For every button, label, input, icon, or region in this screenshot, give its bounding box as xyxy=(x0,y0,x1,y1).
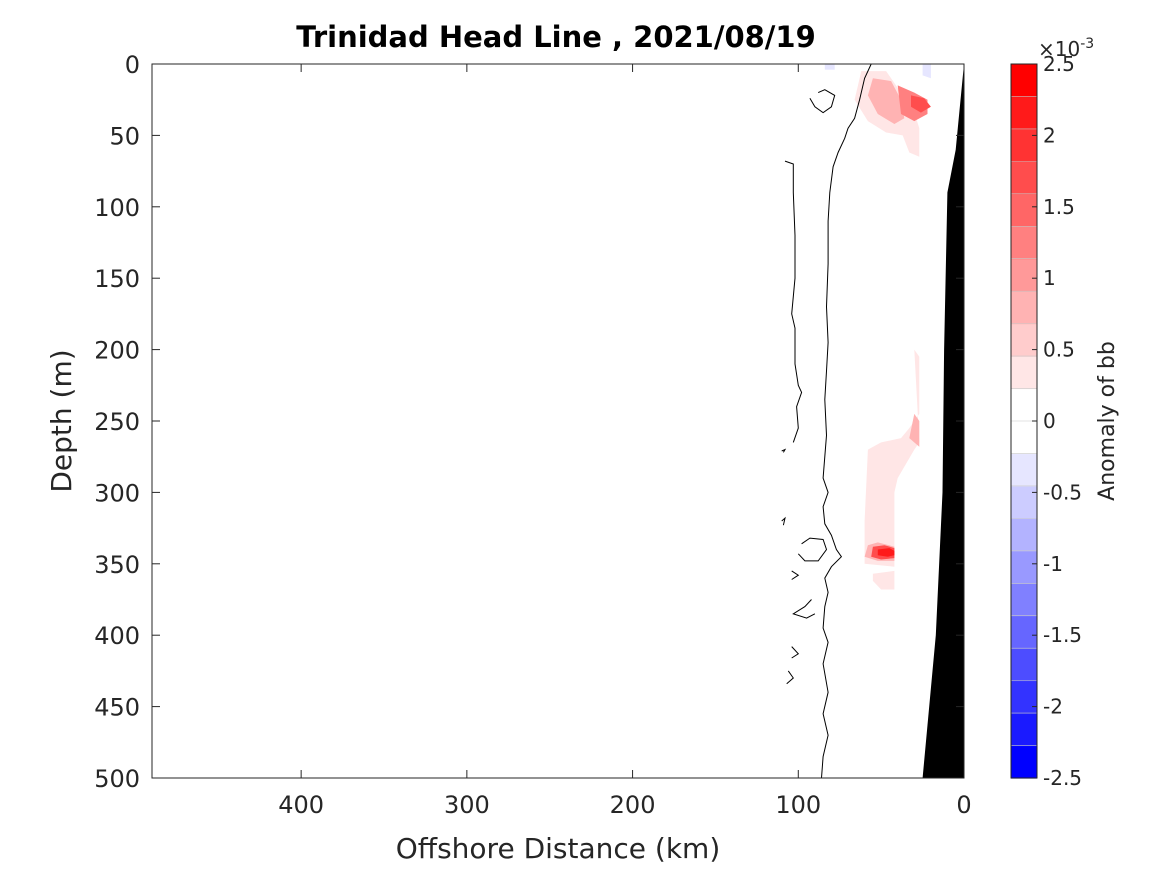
y-tick-label-1: 50 xyxy=(109,122,140,150)
y-axis-label: Depth (m) xyxy=(45,349,78,492)
colorbar-band-7 xyxy=(1011,518,1037,552)
x-tick-label-2: 200 xyxy=(610,791,656,819)
colorbar-band-11 xyxy=(1011,388,1037,422)
y-tick-label-6: 300 xyxy=(94,479,140,507)
colorbar-band-13 xyxy=(1011,323,1037,357)
colorbar-band-10 xyxy=(1011,421,1037,455)
colorbar-band-9 xyxy=(1011,453,1037,487)
colorbar-tick-label-4: -0.5 xyxy=(1043,480,1082,504)
y-tick-label-10: 500 xyxy=(94,765,140,793)
y-tick-label-8: 400 xyxy=(94,622,140,650)
colorbar-label: Anomaly of bb xyxy=(1095,341,1120,501)
colorbar-tick-label-7: 1 xyxy=(1043,266,1056,290)
colorbar-tick-label-5: 0 xyxy=(1043,409,1056,433)
colorbar-tick-label-1: -2 xyxy=(1043,695,1063,719)
zero-contour-9 xyxy=(786,670,794,685)
colorbar-band-0 xyxy=(1011,745,1037,779)
x-tick-label-0: 400 xyxy=(278,791,324,819)
colorbar-exponent: ×10-3 xyxy=(1038,36,1094,61)
x-tick-label-4: 0 xyxy=(956,791,971,819)
colorbar-band-1 xyxy=(1011,713,1037,747)
colorbar-tick-label-6: 0.5 xyxy=(1043,338,1075,362)
colorbar-band-17 xyxy=(1011,193,1037,227)
anomaly-patch-4 xyxy=(824,64,835,70)
colorbar-tick-label-3: -1 xyxy=(1043,552,1063,576)
y-tick-label-0: 0 xyxy=(125,51,140,79)
colorbar-band-2 xyxy=(1011,680,1037,714)
anomaly-patch-7 xyxy=(909,413,920,447)
zero-contour-7 xyxy=(792,599,816,619)
colorbar-band-14 xyxy=(1011,291,1037,325)
x-tick-label-3: 100 xyxy=(775,791,821,819)
colorbar-tick-label-10: 2.5 xyxy=(1043,52,1075,76)
zero-contour-4 xyxy=(781,516,786,526)
zero-contour-2 xyxy=(784,160,803,443)
y-tick-label-2: 100 xyxy=(94,194,140,222)
chart-title: Trinidad Head Line , 2021/08/19 xyxy=(296,20,816,54)
anomaly-patch-11 xyxy=(872,570,895,590)
bathymetry-seafloor xyxy=(922,64,964,778)
colorbar: -2.5 -2 -1.5 -1 -0.5 0 0.5 1 1.5 2 2.5×10-3 xyxy=(1010,36,1094,790)
y-tick-label-4: 200 xyxy=(94,337,140,365)
colorbar-band-21 xyxy=(1011,64,1037,98)
anomaly-patch-10 xyxy=(877,548,895,557)
y-tick-label-3: 150 xyxy=(94,265,140,293)
colorbar-band-15 xyxy=(1011,258,1037,292)
colorbar-tick-label-9: 2 xyxy=(1043,123,1056,147)
anomaly-patch-3 xyxy=(911,95,931,113)
zero-contour-5 xyxy=(781,448,787,453)
anomaly-patch-6 xyxy=(864,349,920,567)
zero-contour-8 xyxy=(791,646,800,659)
plot-area: 400 300 200 100 0 0 50 100 150 200 250 300 350 400 450… xyxy=(94,51,971,819)
zero-contour-0 xyxy=(821,63,872,779)
anomaly-patch-5 xyxy=(922,64,931,79)
colorbar-band-18 xyxy=(1011,161,1037,195)
colorbar-band-19 xyxy=(1011,128,1037,162)
colorbar-band-5 xyxy=(1011,583,1037,617)
y-tick-label-5: 250 xyxy=(94,408,140,436)
zero-contour-6 xyxy=(791,570,800,580)
colorbar-band-20 xyxy=(1011,96,1037,130)
colorbar-band-8 xyxy=(1011,485,1037,519)
x-tick-label-1: 300 xyxy=(444,791,490,819)
zero-contour-3 xyxy=(797,537,828,562)
y-tick-label-9: 450 xyxy=(94,694,140,722)
zero-contour-1 xyxy=(809,89,836,114)
colorbar-band-6 xyxy=(1011,550,1037,584)
x-axis-label: Offshore Distance (km) xyxy=(396,832,721,865)
plot-background xyxy=(152,64,964,778)
colorbar-tick-label-8: 1.5 xyxy=(1043,195,1075,219)
colorbar-band-4 xyxy=(1011,615,1037,649)
colorbar-tick-label-2: -1.5 xyxy=(1043,623,1082,647)
colorbar-band-16 xyxy=(1011,226,1037,260)
colorbar-band-3 xyxy=(1011,648,1037,682)
colorbar-tick-label-0: -2.5 xyxy=(1043,766,1082,790)
colorbar-band-12 xyxy=(1011,356,1037,390)
anomaly-patch-1 xyxy=(867,78,905,124)
y-tick-label-7: 350 xyxy=(94,551,140,579)
